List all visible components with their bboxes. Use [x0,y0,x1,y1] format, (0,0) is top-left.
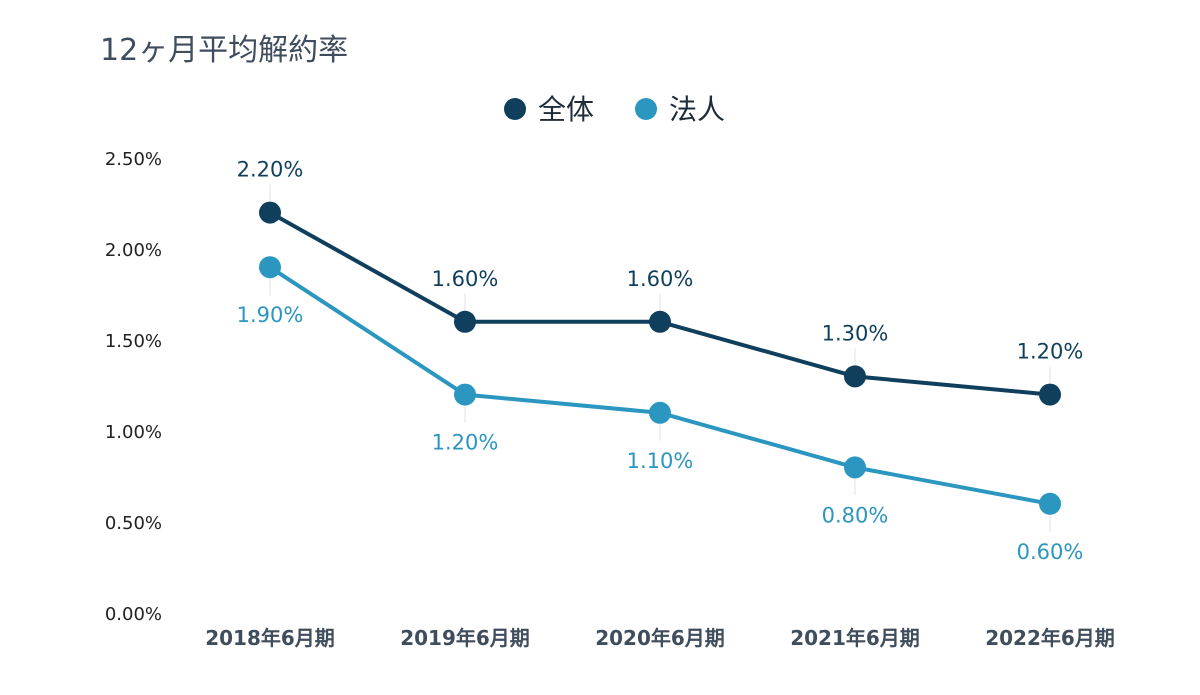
legend-marker [504,98,526,120]
data-label: 1.60% [432,267,499,291]
data-label: 1.20% [432,431,499,455]
x-tick-label: 2018年6月期 [205,626,335,650]
data-point [844,365,866,387]
data-point [259,202,281,224]
legend-label: 法人 [669,93,725,126]
data-point [259,256,281,278]
x-tick-label: 2022年6月期 [985,626,1115,650]
chart-title: 12ヶ月平均解約率 [100,33,348,68]
legend-marker [635,98,657,120]
data-label: 1.20% [1017,340,1084,364]
legend: 全体 法人 [504,93,725,126]
data-label: 1.30% [822,321,889,345]
data-label: 0.60% [1017,540,1084,564]
x-tick-label: 2020年6月期 [595,626,725,650]
data-point [649,311,671,333]
y-tick-label: 0.50% [105,513,162,534]
data-label: 2.20% [237,158,304,182]
x-axis: 2018年6月期 2019年6月期 2020年6月期 2021年6月期 2022年6月期 [205,626,1115,650]
series-layer: 2.20% 1.60% 1.60% 1.30% 1.20% 1.90% 1.20% 1.10%… [237,158,1084,564]
data-point [844,456,866,478]
data-label: 0.80% [822,503,889,527]
y-tick-label: 1.00% [105,422,162,443]
x-tick-label: 2019年6月期 [400,626,530,650]
label-leader-lines [270,185,1050,532]
data-point [1039,493,1061,515]
y-tick-label: 2.50% [105,149,162,170]
y-axis: 0.00% 0.50% 1.00% 1.50% 2.00% 2.50% [105,149,162,625]
data-point [649,402,671,424]
y-tick-label: 0.00% [105,604,162,625]
y-tick-label: 2.00% [105,240,162,261]
data-point [454,384,476,406]
data-point [1039,384,1061,406]
data-point [454,311,476,333]
legend-label: 全体 [538,93,594,126]
data-label: 1.10% [627,449,694,473]
y-tick-label: 1.50% [105,331,162,352]
data-label: 1.90% [237,303,304,327]
x-tick-label: 2021年6月期 [790,626,920,650]
data-label: 1.60% [627,267,694,291]
